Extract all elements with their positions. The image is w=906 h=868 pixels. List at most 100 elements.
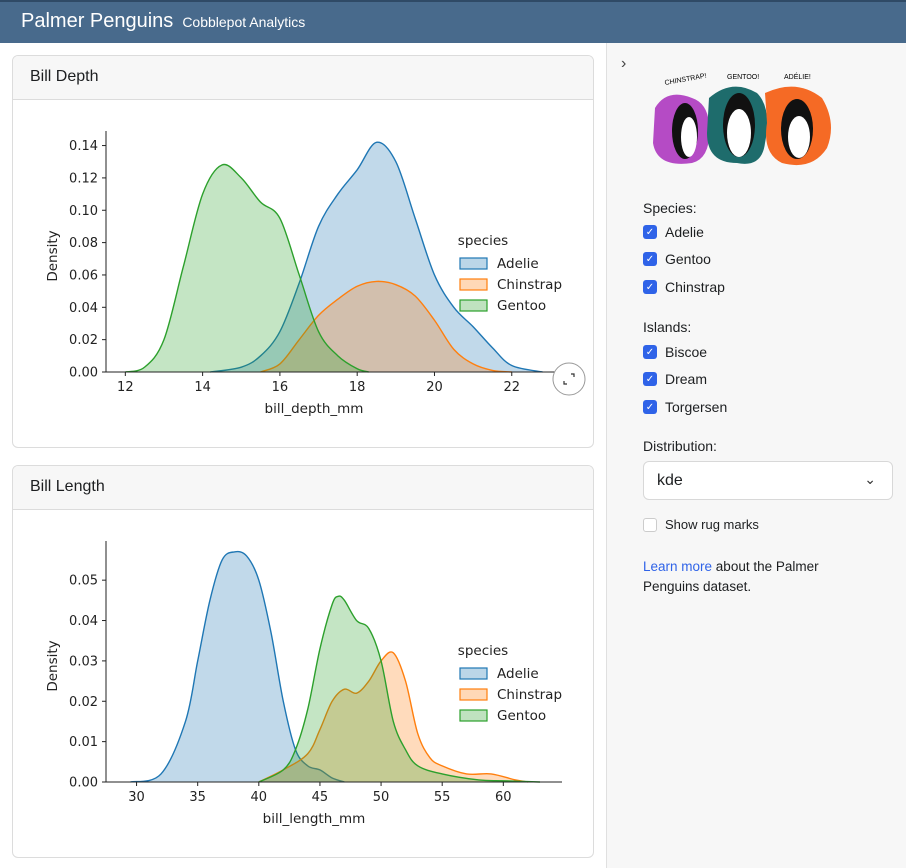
learn-more-link[interactable]: Learn more: [643, 559, 713, 574]
checkbox-box[interactable]: [643, 517, 657, 532]
x-tick-label: 18: [349, 380, 366, 395]
bill-length-chart: 30 35 40 45 50 55 60 0.00 0.01 0.02 0.03 0.04 0.05 bi…: [45, 541, 562, 827]
x-tick-label: 45: [312, 790, 329, 805]
bill-depth-chart: 12 14 16 18 20 22 0.00 0.02 0.04 0.06 0.08 0.10 0.12…: [45, 131, 586, 417]
legend-swatch-chinstrap: [459, 688, 488, 701]
legend-label-adelie: Adelie: [497, 666, 539, 682]
logo-text: ADÉLIE!: [784, 72, 811, 81]
y-tick-label: 0.06: [69, 268, 98, 283]
legend-swatch-gentoo: [459, 299, 488, 312]
expand-button[interactable]: [552, 362, 586, 396]
y-axis-label: Density: [45, 230, 61, 281]
select-value: kde: [657, 472, 683, 489]
checkbox-biscoe[interactable]: ✓ Biscoe: [643, 344, 707, 360]
check-icon[interactable]: ✓: [643, 252, 657, 266]
density-line-adelie: [130, 550, 345, 783]
rug-marks-checkbox[interactable]: Show rug marks: [643, 517, 759, 532]
legend-label-gentoo: Gentoo: [497, 298, 546, 314]
app-header: Palmer Penguins Cobblepot Analytics: [0, 0, 906, 43]
logo-text: GENTOO!: [727, 74, 759, 81]
checkbox-label: Adelie: [665, 224, 704, 240]
density-line-chinstrap: [258, 651, 528, 783]
checkbox-chinstrap[interactable]: ✓ Chinstrap: [643, 279, 725, 295]
legend-title: species: [458, 643, 508, 659]
x-tick-label: 12: [117, 380, 134, 395]
checkbox-label: Gentoo: [665, 251, 711, 267]
y-tick-label: 0.03: [69, 654, 98, 669]
checkbox-label: Show rug marks: [665, 517, 759, 532]
legend-swatch-chinstrap: [459, 278, 488, 291]
checkbox-torgersen[interactable]: ✓ Torgersen: [643, 399, 727, 415]
species-label: Species:: [643, 200, 697, 216]
checkbox-label: Biscoe: [665, 344, 708, 360]
x-tick-label: 35: [189, 790, 206, 805]
y-tick-label: 0.02: [69, 695, 98, 710]
x-tick-label: 60: [495, 790, 512, 805]
check-icon[interactable]: ✓: [643, 280, 657, 294]
y-tick-label: 0.12: [69, 171, 98, 186]
x-axis-label: bill_length_mm: [263, 811, 366, 827]
checkbox-label: Chinstrap: [665, 279, 725, 295]
x-tick-label: 20: [426, 380, 443, 395]
density-area-chinstrap: [258, 651, 528, 782]
x-tick-label: 16: [272, 380, 289, 395]
legend-label-chinstrap: Chinstrap: [497, 687, 562, 703]
y-tick-label: 0.04: [69, 301, 98, 316]
expand-icon: [552, 362, 586, 396]
legend-swatch-gentoo: [459, 709, 488, 722]
x-tick-label: 22: [503, 380, 520, 395]
legend-label-chinstrap: Chinstrap: [497, 277, 562, 293]
learn-more-description: about the Palmer Penguins dataset.: [643, 559, 819, 594]
check-icon[interactable]: ✓: [643, 400, 657, 414]
app-title: Palmer Penguins: [21, 10, 174, 32]
expand-icon-glyph: [563, 373, 575, 385]
checkbox-label: Dream: [665, 371, 708, 387]
learn-more-text: Learn more about the Palmer Penguins dat…: [643, 557, 873, 597]
sidebar: › CHINSTRAP! GENTOO! ADÉLIE! Species: ✓ A…: [606, 43, 906, 868]
y-tick-label: 0.14: [69, 139, 98, 154]
check-icon[interactable]: ✓: [643, 372, 657, 386]
chevron-right-icon[interactable]: ›: [621, 55, 627, 72]
check-icon[interactable]: ✓: [643, 225, 657, 239]
y-tick-label: 0.08: [69, 236, 98, 251]
distribution-select[interactable]: kde ⌄: [643, 461, 893, 500]
y-tick-label: 0.04: [69, 614, 98, 629]
x-axis-label: bill_depth_mm: [265, 401, 364, 417]
x-tick-label: 30: [128, 790, 145, 805]
checkbox-adelie[interactable]: ✓ Adelie: [643, 224, 704, 240]
density-line-chinstrap: [260, 280, 512, 373]
legend-swatch-adelie: [459, 667, 488, 680]
card-title: Bill Length: [13, 466, 593, 510]
logo-text: CHINSTRAP!: [664, 73, 707, 87]
density-area-adelie: [130, 551, 345, 782]
penguins-logo: CHINSTRAP! GENTOO! ADÉLIE!: [653, 72, 831, 166]
distribution-label: Distribution:: [643, 438, 717, 454]
density-line-gentoo: [258, 595, 541, 783]
y-tick-label: 0.01: [69, 735, 98, 750]
y-tick-label: 0.02: [69, 333, 98, 348]
density-line-adelie: [210, 141, 543, 373]
x-tick-label: 40: [251, 790, 268, 805]
y-tick-label: 0.00: [69, 366, 98, 381]
density-area-chinstrap: [260, 281, 512, 372]
checkbox-dream[interactable]: ✓ Dream: [643, 371, 707, 387]
density-line-gentoo: [125, 163, 369, 373]
legend-swatch-adelie: [459, 257, 488, 270]
x-tick-label: 50: [373, 790, 390, 805]
checkbox-label: Torgersen: [665, 399, 728, 415]
main-panel: Bill Depth 12 14 16 18 20 22 0.00 0.02 0.04 0.06 0…: [0, 43, 606, 868]
x-tick-label: 55: [434, 790, 451, 805]
chevron-down-icon: ⌄: [864, 471, 876, 487]
legend-label-adelie: Adelie: [497, 256, 539, 272]
y-tick-label: 0.00: [69, 776, 98, 791]
y-axis-label: Density: [45, 640, 61, 691]
checkbox-gentoo[interactable]: ✓ Gentoo: [643, 251, 711, 267]
density-area-gentoo: [125, 164, 369, 372]
bill-depth-card: Bill Depth 12 14 16 18 20 22 0.00 0.02 0.04 0.06 0…: [12, 55, 594, 448]
x-tick-label: 14: [194, 380, 211, 395]
bill-length-card: Bill Length 30 35 40 45 50 55 60 0.00 0.01 0.02 0.…: [12, 465, 594, 858]
legend-label-gentoo: Gentoo: [497, 708, 546, 724]
y-tick-label: 0.05: [69, 574, 98, 589]
legend-title: species: [458, 233, 508, 249]
check-icon[interactable]: ✓: [643, 345, 657, 359]
